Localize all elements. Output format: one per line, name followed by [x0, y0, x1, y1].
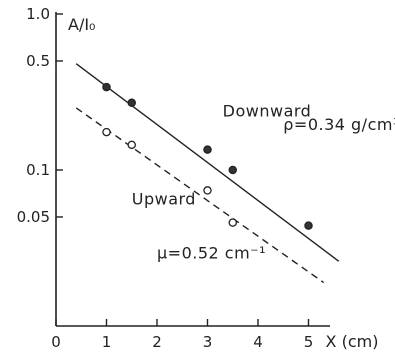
point-upward — [127, 140, 136, 150]
point-downward — [203, 145, 212, 154]
point-upward — [203, 186, 212, 195]
y-axis-title: A/I₀ — [68, 15, 95, 34]
x-tick-label: 3 — [203, 333, 213, 351]
annotation: Upward — [132, 190, 196, 209]
x-tick-label: 2 — [152, 333, 162, 351]
point-downward — [304, 221, 313, 230]
annotation: ρ=0.34 g/cm³ — [283, 115, 395, 134]
x-tick-label: 0 — [51, 333, 61, 351]
annotation: Downward — [223, 102, 312, 121]
fit-lines — [75, 63, 340, 284]
x-axis-title: X (cm) — [326, 332, 379, 351]
x-tick-label: 4 — [253, 333, 263, 351]
y-tick-label: 1.0 — [26, 5, 50, 23]
ticks: 1.0 0.5 0.1 0.05 0 1 2 3 4 5 — [17, 5, 314, 351]
fit-line-downward — [75, 63, 340, 262]
y-tick-label: 0.05 — [17, 208, 50, 226]
axes — [55, 12, 330, 327]
x-tick-label: 5 — [304, 333, 314, 351]
point-downward — [127, 98, 136, 107]
x-tick-label: 1 — [102, 333, 112, 351]
y-tick-label: 0.5 — [26, 52, 50, 70]
point-upward — [228, 218, 237, 227]
labels: A/I₀ X (cm) Downward Upward ρ=0.34 g/cm³ μ=0.… — [68, 15, 395, 351]
point-downward — [228, 165, 237, 175]
fit-line-upward — [75, 107, 325, 284]
y-tick-label: 0.1 — [26, 161, 50, 179]
data-points — [102, 82, 313, 230]
point-downward — [102, 82, 111, 92]
point-upward — [102, 127, 111, 137]
annotation: μ=0.52 cm⁻¹ — [157, 244, 266, 263]
